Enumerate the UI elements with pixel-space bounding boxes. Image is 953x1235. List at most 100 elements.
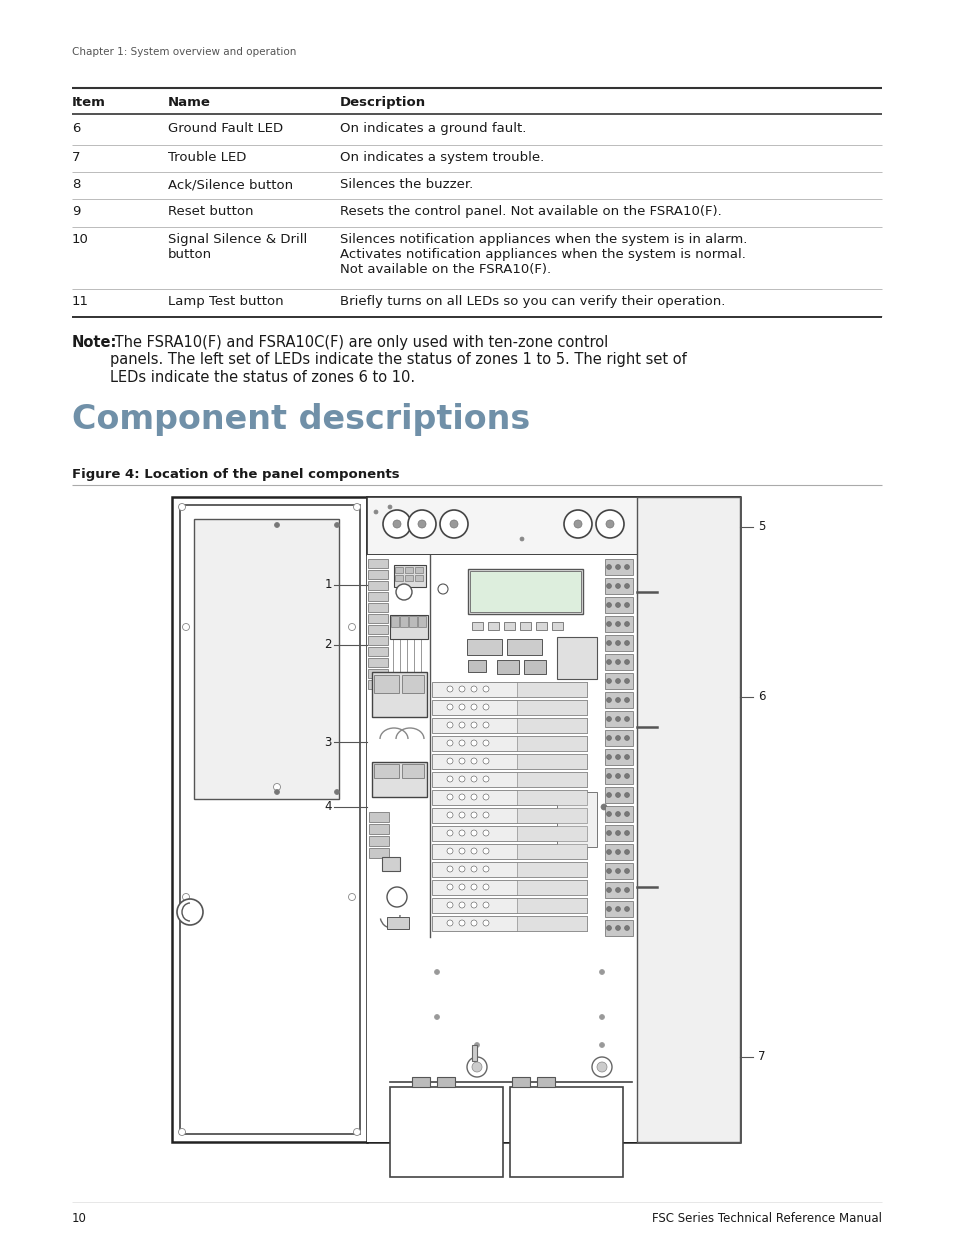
Circle shape — [615, 755, 619, 760]
Circle shape — [606, 716, 611, 721]
Circle shape — [178, 1129, 185, 1135]
Text: Trouble LED: Trouble LED — [168, 151, 246, 164]
Bar — [536, 622, 546, 630]
Bar — [519, 622, 531, 630]
Circle shape — [624, 736, 629, 741]
Bar — [517, 808, 586, 823]
Circle shape — [458, 866, 464, 872]
Circle shape — [624, 888, 629, 893]
Circle shape — [615, 736, 619, 741]
Circle shape — [606, 811, 611, 816]
Circle shape — [605, 520, 614, 529]
Bar — [381, 857, 399, 871]
Circle shape — [615, 925, 619, 930]
Bar — [517, 844, 586, 860]
Circle shape — [615, 906, 619, 911]
Circle shape — [482, 884, 489, 890]
Bar — [604, 730, 633, 746]
Circle shape — [458, 884, 464, 890]
Bar — [467, 638, 501, 655]
Bar — [417, 616, 426, 627]
Text: On indicates a system trouble.: On indicates a system trouble. — [339, 151, 543, 164]
Bar — [470, 571, 580, 613]
Bar — [557, 637, 597, 679]
Text: 6: 6 — [758, 690, 764, 704]
Circle shape — [482, 722, 489, 727]
Circle shape — [615, 888, 619, 893]
Bar — [604, 825, 633, 841]
Bar — [390, 1087, 502, 1177]
Bar — [395, 576, 402, 580]
Bar — [604, 768, 633, 784]
Bar — [391, 616, 398, 627]
Text: Figure 4: Location of the panel components: Figure 4: Location of the panel componen… — [71, 468, 399, 480]
Bar — [537, 1077, 555, 1087]
Circle shape — [606, 793, 611, 798]
Circle shape — [458, 830, 464, 836]
Circle shape — [615, 583, 619, 589]
Text: Briefly turns on all LEDs so you can verify their operation.: Briefly turns on all LEDs so you can ver… — [339, 295, 724, 308]
Circle shape — [519, 537, 523, 541]
Bar — [517, 718, 586, 734]
Circle shape — [408, 510, 436, 538]
Bar — [468, 569, 582, 614]
Circle shape — [471, 722, 476, 727]
Circle shape — [615, 641, 619, 646]
Circle shape — [450, 520, 457, 529]
Circle shape — [482, 866, 489, 872]
Circle shape — [606, 925, 611, 930]
Circle shape — [434, 969, 439, 974]
Circle shape — [482, 704, 489, 710]
Circle shape — [615, 773, 619, 778]
Text: Ground Fault LED: Ground Fault LED — [168, 122, 283, 135]
Circle shape — [182, 624, 190, 631]
Text: 5: 5 — [758, 520, 764, 534]
Circle shape — [624, 773, 629, 778]
Circle shape — [348, 893, 355, 900]
Circle shape — [606, 603, 611, 608]
Bar — [604, 673, 633, 689]
Text: Signal Silence & Drill
button: Signal Silence & Drill button — [168, 233, 307, 261]
Bar — [432, 736, 586, 751]
Bar — [497, 659, 518, 674]
Circle shape — [335, 522, 339, 527]
Bar — [517, 916, 586, 931]
Bar — [432, 881, 586, 895]
Circle shape — [471, 811, 476, 818]
Circle shape — [615, 716, 619, 721]
Circle shape — [335, 789, 339, 794]
Circle shape — [615, 830, 619, 836]
Circle shape — [482, 794, 489, 800]
Circle shape — [624, 925, 629, 930]
Circle shape — [624, 603, 629, 608]
Circle shape — [482, 758, 489, 764]
Circle shape — [471, 884, 476, 890]
Circle shape — [177, 899, 203, 925]
Bar — [517, 755, 586, 769]
Text: Chapter 1: System overview and operation: Chapter 1: System overview and operation — [71, 47, 296, 57]
Circle shape — [474, 1042, 479, 1047]
Circle shape — [471, 776, 476, 782]
Text: 1: 1 — [324, 578, 332, 592]
Circle shape — [447, 920, 453, 926]
Circle shape — [606, 736, 611, 741]
Bar — [193, 519, 338, 799]
Circle shape — [447, 848, 453, 853]
Bar — [368, 559, 388, 568]
Bar — [369, 848, 389, 858]
Bar — [399, 616, 408, 627]
Bar — [517, 700, 586, 715]
Bar — [372, 672, 427, 718]
Bar — [368, 580, 388, 590]
Bar — [510, 1087, 622, 1177]
Text: 7: 7 — [71, 151, 80, 164]
Circle shape — [597, 1062, 606, 1072]
Circle shape — [471, 740, 476, 746]
Circle shape — [387, 887, 407, 906]
Bar — [517, 682, 586, 697]
Text: The FSRA10(F) and FSRA10C(F) are only used with ten-zone control
panels. The lef: The FSRA10(F) and FSRA10C(F) are only us… — [110, 335, 686, 385]
Circle shape — [624, 564, 629, 569]
Bar — [517, 862, 586, 877]
Circle shape — [482, 811, 489, 818]
Bar — [374, 764, 398, 778]
